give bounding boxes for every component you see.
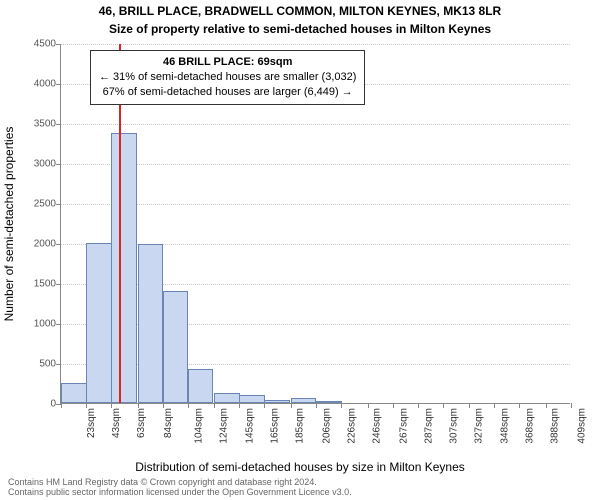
x-tick-label: 327sqm: [473, 408, 484, 444]
x-tickmark: [188, 403, 189, 408]
x-tickmark: [469, 403, 470, 408]
x-tick-label: 368sqm: [525, 408, 536, 444]
info-box-head: 46 BRILL PLACE: 69sqm: [99, 55, 356, 70]
x-axis-label: Distribution of semi-detached houses by …: [0, 460, 600, 474]
histogram-bar: [316, 401, 342, 403]
x-tick-label: 165sqm: [270, 408, 281, 444]
x-tickmark: [571, 403, 572, 408]
x-tick-label: 206sqm: [321, 408, 332, 444]
y-tick-label: 2000: [16, 239, 56, 250]
chart-container: 46, BRILL PLACE, BRADWELL COMMON, MILTON…: [0, 0, 600, 500]
info-box-larger: 67% of semi-detached houses are larger (…: [99, 85, 356, 100]
y-tickmark: [56, 324, 61, 325]
info-box-smaller: ← 31% of semi-detached houses are smalle…: [99, 70, 356, 85]
histogram-bar: [214, 393, 240, 403]
x-tickmark: [418, 403, 419, 408]
x-tickmark: [239, 403, 240, 408]
x-tickmark: [519, 403, 520, 408]
x-tickmark: [291, 403, 292, 408]
histogram-bar: [61, 383, 87, 403]
gridline: [61, 204, 570, 205]
gridline: [61, 44, 570, 45]
y-tickmark: [56, 204, 61, 205]
footer-line2: Contains public sector information licen…: [8, 488, 352, 498]
x-tick-label: 388sqm: [550, 408, 561, 444]
x-tickmark: [393, 403, 394, 408]
x-tick-label: 246sqm: [372, 408, 383, 444]
y-tickmark: [56, 244, 61, 245]
y-tick-label: 3000: [16, 159, 56, 170]
x-tick-label: 409sqm: [576, 408, 587, 444]
histogram-bar: [188, 369, 214, 403]
y-tickmark: [56, 44, 61, 45]
x-tick-label: 145sqm: [245, 408, 256, 444]
x-tick-label: 84sqm: [163, 408, 174, 438]
title-subtitle: Size of property relative to semi-detach…: [0, 22, 600, 36]
histogram-bar: [138, 244, 164, 403]
y-tick-label: 0: [16, 399, 56, 410]
x-tickmark: [546, 403, 547, 408]
histogram-bar: [239, 395, 265, 403]
x-tick-label: 124sqm: [218, 408, 229, 444]
gridline: [61, 124, 570, 125]
x-tick-label: 23sqm: [86, 408, 97, 438]
x-tickmark: [443, 403, 444, 408]
x-tickmark: [264, 403, 265, 408]
y-tickmark: [56, 84, 61, 85]
histogram-bar: [163, 291, 189, 403]
y-tick-label: 3500: [16, 119, 56, 130]
x-tickmark: [61, 403, 62, 408]
histogram-bar: [86, 243, 112, 403]
y-tickmark: [56, 284, 61, 285]
y-tick-label: 4500: [16, 39, 56, 50]
footer: Contains HM Land Registry data © Crown c…: [8, 478, 352, 498]
x-tickmark: [316, 403, 317, 408]
info-box: 46 BRILL PLACE: 69sqm ← 31% of semi-deta…: [90, 50, 365, 105]
y-tick-label: 4000: [16, 79, 56, 90]
histogram-bar: [111, 133, 137, 403]
y-tick-label: 1500: [16, 279, 56, 290]
x-tick-label: 104sqm: [193, 408, 204, 444]
x-tick-label: 307sqm: [448, 408, 459, 444]
histogram-bar: [264, 400, 290, 403]
title-address: 46, BRILL PLACE, BRADWELL COMMON, MILTON…: [0, 4, 600, 18]
y-axis-label: Number of semi-detached properties: [2, 29, 16, 224]
y-tick-label: 500: [16, 359, 56, 370]
y-tick-label: 2500: [16, 199, 56, 210]
y-tick-label: 1000: [16, 319, 56, 330]
x-tick-label: 185sqm: [295, 408, 306, 444]
x-tickmark: [368, 403, 369, 408]
x-tick-label: 63sqm: [136, 408, 147, 438]
y-tickmark: [56, 364, 61, 365]
y-tickmark: [56, 124, 61, 125]
x-tickmark: [341, 403, 342, 408]
x-tickmark: [214, 403, 215, 408]
histogram-bar: [291, 398, 317, 403]
gridline: [61, 164, 570, 165]
y-tickmark: [56, 164, 61, 165]
x-tick-label: 348sqm: [500, 408, 511, 444]
x-tick-label: 287sqm: [423, 408, 434, 444]
x-tick-label: 43sqm: [111, 408, 122, 438]
x-tick-label: 267sqm: [398, 408, 409, 444]
x-tickmark: [494, 403, 495, 408]
x-tick-label: 226sqm: [347, 408, 358, 444]
